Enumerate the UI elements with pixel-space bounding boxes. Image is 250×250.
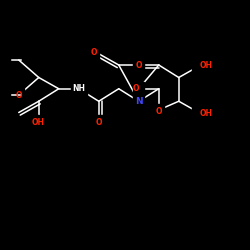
Bar — [133, 82, 144, 96]
Text: O: O — [90, 48, 97, 57]
Text: O: O — [132, 84, 139, 93]
Text: O: O — [136, 60, 142, 70]
Bar — [23, 116, 40, 130]
Text: O: O — [156, 107, 162, 116]
Bar — [133, 94, 144, 108]
Bar — [88, 46, 100, 60]
Text: O: O — [96, 118, 102, 127]
Text: NH: NH — [72, 84, 85, 93]
Bar — [133, 58, 144, 72]
Text: O: O — [16, 90, 22, 100]
Bar — [192, 58, 208, 72]
Text: OH: OH — [200, 60, 213, 70]
Bar — [13, 88, 24, 102]
Bar — [192, 107, 208, 121]
Bar — [153, 104, 164, 118]
Text: OH: OH — [31, 118, 44, 127]
Bar — [71, 82, 87, 96]
Bar — [93, 116, 104, 130]
Text: N: N — [135, 97, 142, 106]
Text: OH: OH — [200, 109, 213, 118]
